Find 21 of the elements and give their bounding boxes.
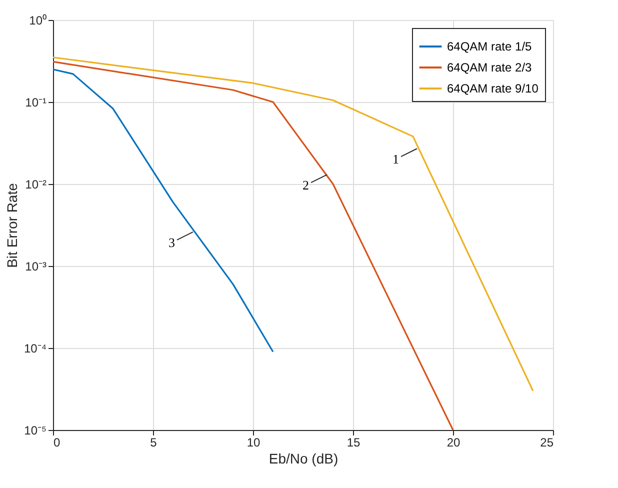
x-tick-label: 0	[54, 436, 60, 450]
x-tick-label: 10	[246, 436, 260, 450]
x-tick-label: 5	[150, 436, 158, 450]
annotation: 3	[168, 234, 175, 250]
annotation: 1	[392, 152, 399, 167]
y-tick-label: 10⁻³	[25, 260, 47, 274]
y-tick-label: 10⁻⁴	[24, 342, 46, 356]
y-tick-label: 10⁻¹	[25, 96, 47, 110]
x-tick-label: 15	[346, 436, 360, 450]
x-tick-label: 20	[446, 436, 460, 450]
y-tick-label: 10⁻⁵	[24, 424, 47, 438]
legend-label: 64QAM rate 1/5	[447, 40, 532, 54]
y-tick-label: 10⁻²	[25, 178, 47, 192]
y-tick-label: 10⁰	[29, 14, 46, 28]
y-axis-title: Bit Error Rate	[4, 182, 20, 268]
x-axis-title: Eb/No (dB)	[268, 450, 338, 466]
line-series	[52, 68, 274, 353]
annotation: 2	[302, 178, 309, 193]
legend-label: 64QAM rate 2/3	[447, 60, 532, 74]
legend-label: 64QAM rate 9/10	[447, 82, 539, 96]
x-tick-label: 25	[540, 436, 554, 450]
